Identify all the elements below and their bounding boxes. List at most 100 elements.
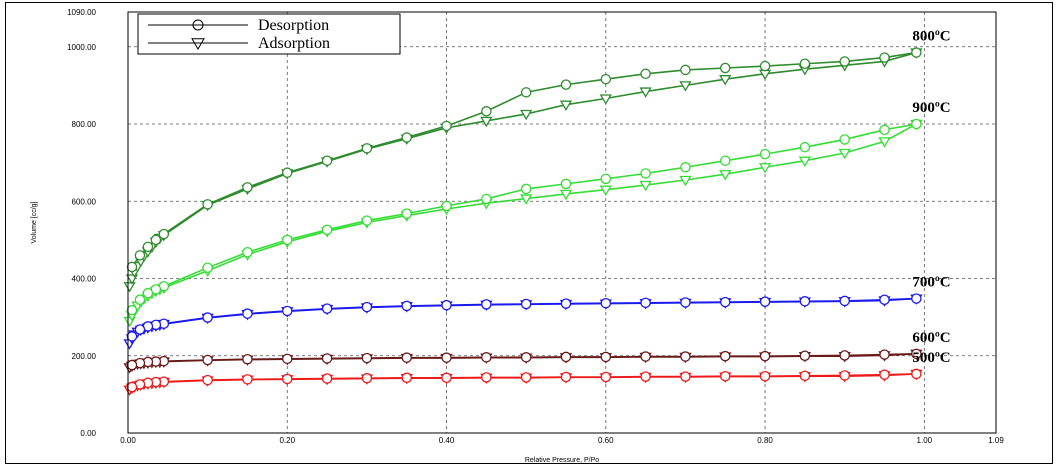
desorption-point [242,246,253,258]
adsorption-point [599,185,612,196]
desorption-point [401,372,412,384]
desorption-point [361,215,373,226]
desorption-point [839,134,850,145]
desorption-point [799,58,811,70]
adsorption-point [520,109,533,121]
desorption-point [719,62,731,74]
adsorption-point [878,137,891,148]
y-tick-label: 400.00 [72,275,97,284]
legend-label-adsorption: Adsorption [258,35,330,52]
desorption-point [719,350,731,362]
adsorption-point [123,282,136,293]
desorption-point [759,60,771,72]
desorption-point [560,298,572,309]
desorption-point [719,155,731,166]
desorption-point [282,234,293,246]
series-900c [123,118,923,328]
y-tick-label: 200.00 [72,352,97,361]
desorption-point [321,224,333,236]
desorption-point [242,374,253,385]
desorption-point [911,293,922,304]
legend-box [137,13,401,55]
desorption-point [282,373,293,385]
desorption-point [361,301,373,313]
desorption-point [879,124,890,136]
desorption-point [242,353,253,365]
desorption-point [640,297,651,309]
adsorption-point [639,87,652,98]
desorption-point [600,73,612,85]
desorption-point [142,241,154,253]
desorption-point [401,300,412,312]
desorption-point [134,294,146,305]
desorption-point [242,308,253,319]
desorption-point [202,312,213,323]
series-600c [123,348,923,374]
desorption-point [321,303,333,314]
desorption-point [401,352,412,363]
desorption-point [560,79,572,90]
adsorption-point [599,94,612,105]
desorption-point [879,349,890,360]
adsorption-point [719,170,732,181]
desorption-point [361,372,373,384]
desorption-point [481,372,492,383]
y-tick-label: 0.00 [80,429,96,438]
desorption-point [481,193,492,205]
desorption-point [520,183,532,195]
desorption-point [560,371,572,383]
desorption-point [441,120,452,132]
desorption-point [911,118,922,130]
adsorption-point [559,189,573,201]
desorption-point [911,348,922,360]
desorption-point [600,173,612,185]
desorption-point [911,47,922,58]
desorption-point [481,352,492,363]
series-700c [123,293,923,350]
desorption-point [441,299,452,311]
desorption-point [640,68,651,80]
desorption-point [126,359,138,371]
x-tick-label: 0.40 [439,436,455,445]
desorption-point [759,296,771,307]
series-label-900c: 900ºC [912,100,950,116]
desorption-point [282,167,293,178]
desorption-point [126,304,138,316]
desorption-point [680,162,691,173]
desorption-point [799,350,811,362]
desorption-point [719,296,731,308]
y-tick-label: 800.00 [72,120,97,129]
x-tick-label: 0.60 [598,436,614,445]
adsorption-point [520,194,533,205]
desorption-point [879,369,890,380]
desorption-point [142,287,154,299]
legend-label-desorption: Desorption [258,17,329,34]
desorption-point [401,208,412,219]
desorption-point [202,199,213,210]
desorption-point [441,352,452,363]
series-label-500c: 500ºC [912,350,950,366]
x-tick-label: 0.00 [120,436,136,445]
desorption-point [680,351,691,362]
series-group [123,47,923,397]
adsorption-point [838,148,851,160]
desorption-point [600,371,612,383]
x-axis-title: Relative Pressure, P/Po [525,457,599,464]
desorption-point [481,106,492,117]
legend: Desorption Adsorption [137,13,401,55]
desorption-point [560,178,572,190]
desorption-point [680,64,691,76]
series-500c [123,368,923,397]
desorption-point [759,350,771,362]
desorption-point [560,351,572,363]
y-axis-title: Volume [cc/g] [31,201,38,243]
desorption-line [131,51,917,268]
adsorption-point [559,100,573,111]
desorption-point [202,354,213,366]
series-label-600c: 600ºC [912,330,950,346]
x-tick-label: 1.00 [917,436,933,445]
desorption-point [799,141,811,153]
chart-frame [5,2,1053,464]
desorption-point [640,371,651,382]
